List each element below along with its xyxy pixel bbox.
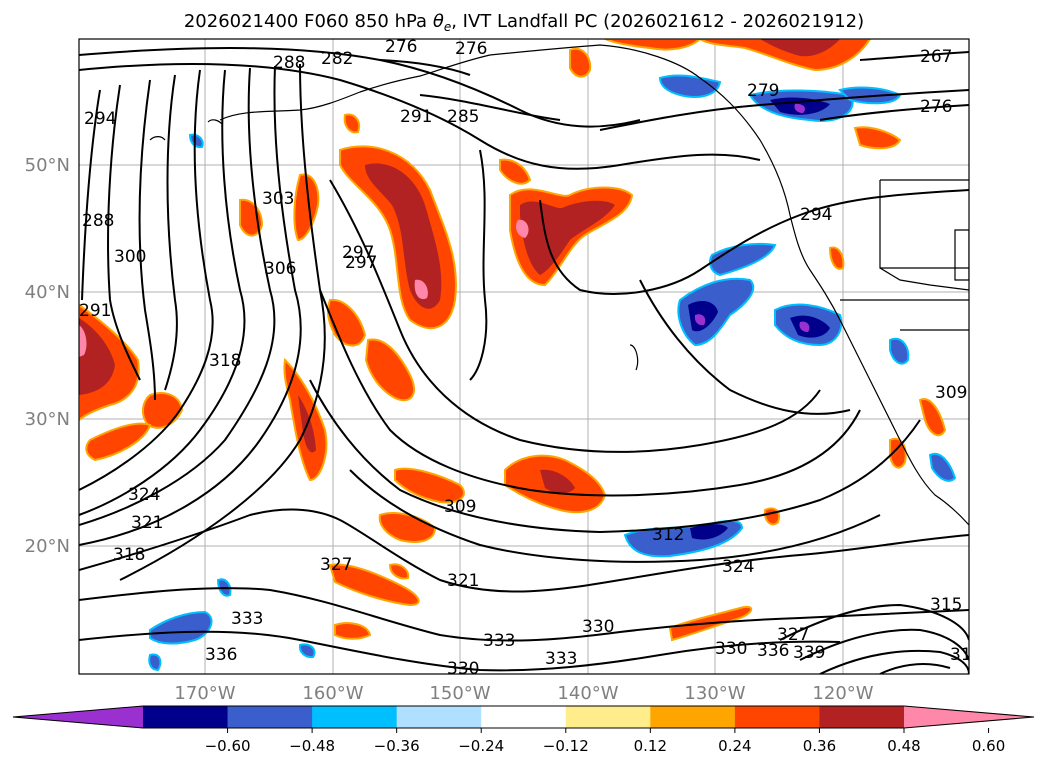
- contour-label: 333: [231, 609, 263, 629]
- colorbar-extension-high: [904, 706, 1034, 728]
- lon-tick-label: 170°W: [174, 683, 235, 704]
- contour-label: 327: [320, 555, 352, 575]
- colorbar-segment: [227, 706, 313, 728]
- colorbar-tick-label: −0.60: [205, 737, 251, 755]
- colorbar-segment: [143, 706, 229, 728]
- contour-label: 306: [264, 259, 296, 279]
- colorbar-outline: [12, 705, 1035, 729]
- contour-label: 300: [114, 247, 146, 267]
- lon-tick-label: 130°W: [684, 683, 745, 704]
- contour-label: 336: [205, 645, 237, 665]
- lat-tick-label: 50°N: [25, 155, 70, 176]
- contour-label: 333: [545, 649, 577, 669]
- colorbar-extension-low: [13, 706, 143, 728]
- contour-label: 294: [84, 109, 116, 129]
- contour-label: 333: [483, 631, 515, 651]
- contour-label: 267: [920, 47, 952, 67]
- contour-label: 294: [800, 205, 832, 225]
- contour-label: 336: [757, 641, 789, 661]
- contour-label: 291: [400, 107, 432, 127]
- lon-tick-label: 120°W: [812, 683, 873, 704]
- contour-label: 309: [935, 383, 967, 403]
- colorbar-tick-label: −0.48: [289, 737, 335, 755]
- colorbar-tick-label: −0.36: [374, 737, 420, 755]
- colorbar-tick-label: 0.36: [803, 737, 836, 755]
- colorbar-tick-label: 0.48: [887, 737, 920, 755]
- lat-tick-label: 30°N: [25, 409, 70, 430]
- contour-label: 330: [447, 659, 479, 679]
- colorbar-segment: [734, 706, 820, 728]
- graticule: [79, 39, 969, 674]
- contour-label: 303: [262, 189, 294, 209]
- colorbar-tick-label: 0.60: [972, 737, 1005, 755]
- contour-label: 297: [345, 253, 377, 273]
- contour-label: 330: [715, 639, 747, 659]
- colorbar-segment: [481, 706, 567, 728]
- lon-tick-label: 140°W: [557, 683, 618, 704]
- contour-label: 315: [930, 595, 962, 615]
- contour-label: 324: [722, 557, 754, 577]
- contour-label: 321: [447, 571, 479, 591]
- colorbar-tick-label: −0.12: [543, 737, 589, 755]
- lon-tick-label: 160°W: [302, 683, 363, 704]
- contour-label: 288: [82, 211, 114, 231]
- colorbar-tick-label: 0.24: [718, 737, 751, 755]
- colorbar-tick-label: 0.12: [634, 737, 667, 755]
- colorbar-segment: [650, 706, 736, 728]
- contour-label: 297: [342, 243, 374, 263]
- coastline: [149, 44, 969, 526]
- contour-label: 318: [209, 351, 241, 371]
- contour-label: 318: [113, 545, 145, 565]
- latitude-labels: 50°N 40°N 30°N 20°N: [25, 155, 70, 557]
- contour-label: 321: [131, 513, 163, 533]
- contour-label: 279: [747, 81, 779, 101]
- figure-title: 2026021400 F060 850 hPa θe, IVT Landfall…: [184, 11, 864, 34]
- lat-tick-label: 20°N: [25, 536, 70, 557]
- contour-labels: 276 279 276 285 288 282 291 294 297 288 …: [79, 37, 972, 679]
- contour-label: 330: [582, 617, 614, 637]
- contour-label: 327: [777, 625, 809, 645]
- contour-label: 276: [385, 37, 417, 57]
- lat-tick-label: 40°N: [25, 282, 70, 303]
- colorbar-segment: [565, 706, 651, 728]
- theta-e-contours: [79, 47, 969, 674]
- negative-anomaly-shading: [148, 74, 957, 672]
- longitude-labels: 170°W 160°W 150°W 140°W 130°W 120°W: [174, 683, 873, 704]
- contour-label: 324: [128, 485, 160, 505]
- contour-label: 288: [273, 53, 305, 73]
- contour-label: 276: [455, 39, 487, 59]
- map-panel: 276 279 276 285 288 282 291 294 297 288 …: [78, 37, 972, 679]
- contour-label: 285: [447, 107, 479, 127]
- contour-label: 276: [920, 97, 952, 117]
- colorbar-segment: [819, 706, 905, 728]
- contour-label: 339: [793, 643, 825, 663]
- contour-label: 282: [321, 49, 353, 69]
- contour-label: 291: [79, 301, 111, 321]
- contour-label: 309: [444, 497, 476, 517]
- colorbar-tick-label: −0.24: [458, 737, 504, 755]
- colorbar-segment: [312, 706, 398, 728]
- map-frame: [78, 38, 970, 675]
- contour-label: 31: [950, 645, 972, 665]
- colorbar-segment: [396, 706, 482, 728]
- contour-label: 312: [652, 525, 684, 545]
- lon-tick-label: 150°W: [429, 683, 490, 704]
- colorbar: −0.60 −0.48 −0.36 −0.24 −0.12 0.12 0.24 0.36 0.4…: [12, 705, 1035, 755]
